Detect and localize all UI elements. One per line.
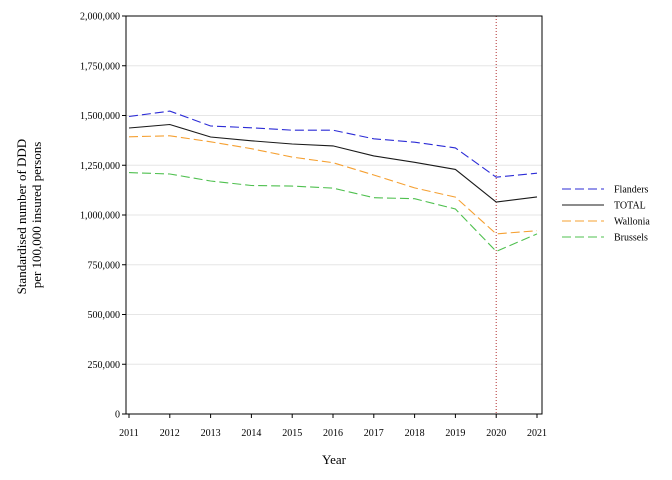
x-axis-title: Year	[322, 452, 347, 467]
x-tick-label: 2013	[201, 428, 221, 439]
x-tick-label: 2019	[445, 428, 465, 439]
x-tick-label: 2014	[241, 428, 261, 439]
y-tick-label: 1,500,000	[80, 111, 120, 122]
legend-label-total: TOTAL	[614, 201, 646, 212]
y-tick-label: 1,750,000	[80, 61, 120, 72]
series-line-wallonia	[128, 135, 538, 235]
y-tick-label: 1,250,000	[80, 161, 120, 172]
series-line-brussels	[128, 172, 538, 253]
series-lines	[128, 110, 538, 253]
x-tick-label: 2018	[405, 428, 425, 439]
x-tick-label: 2016	[323, 428, 343, 439]
x-tick-label: 2015	[282, 428, 302, 439]
gridlines	[126, 15, 542, 415]
x-tick-label: 2011	[119, 428, 139, 439]
y-tick-label: 2,000,000	[80, 12, 120, 23]
x-tick-label: 2012	[160, 428, 180, 439]
legend: Flanders TOTAL Wallonia Brussels	[562, 185, 650, 244]
y-tick-label: 750,000	[88, 260, 121, 271]
y-axis-title-line-2: per 100,000 insured persons	[29, 142, 44, 289]
x-tick-label: 2021	[527, 428, 547, 439]
series-line-flanders	[128, 110, 538, 178]
y-tick-label: 250,000	[88, 360, 121, 371]
series-line-total	[128, 123, 538, 203]
y-tick-label: 1,000,000	[80, 211, 120, 222]
y-tick-label: 500,000	[88, 310, 121, 321]
legend-label-brussels: Brussels	[614, 233, 648, 244]
x-tick-label: 2017	[364, 428, 384, 439]
legend-label-flanders: Flanders	[614, 185, 649, 196]
y-axis: 0 250,000 500,000 750,000 1,000,000 1,250,000…	[80, 12, 126, 421]
y-axis-title: Standardised number of DDD per 100,000 i…	[14, 136, 44, 295]
y-tick-label: 0	[115, 410, 120, 421]
x-axis: 2011 2012 2013 2014 2015 2016 2017 2018 2019 2020…	[119, 414, 547, 439]
x-tick-label: 2020	[486, 428, 506, 439]
legend-label-wallonia: Wallonia	[614, 217, 650, 228]
y-axis-title-line-1: Standardised number of DDD	[14, 139, 29, 295]
